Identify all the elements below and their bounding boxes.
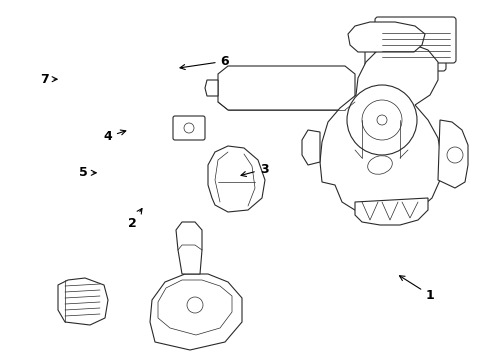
Polygon shape bbox=[207, 146, 264, 212]
Polygon shape bbox=[354, 198, 427, 225]
Polygon shape bbox=[58, 278, 108, 325]
Polygon shape bbox=[204, 80, 218, 96]
Circle shape bbox=[376, 115, 386, 125]
Text: 6: 6 bbox=[180, 55, 229, 69]
Text: 3: 3 bbox=[241, 163, 268, 176]
Text: 5: 5 bbox=[79, 166, 96, 179]
Circle shape bbox=[346, 85, 416, 155]
Circle shape bbox=[361, 100, 401, 140]
Polygon shape bbox=[150, 274, 242, 350]
Polygon shape bbox=[302, 130, 319, 165]
Text: 2: 2 bbox=[127, 208, 142, 230]
Polygon shape bbox=[218, 66, 354, 110]
Circle shape bbox=[186, 297, 203, 313]
Polygon shape bbox=[437, 120, 467, 188]
Circle shape bbox=[183, 123, 194, 133]
Text: 1: 1 bbox=[399, 276, 434, 302]
Polygon shape bbox=[158, 280, 231, 335]
Polygon shape bbox=[347, 22, 424, 52]
Text: 4: 4 bbox=[103, 130, 125, 143]
FancyBboxPatch shape bbox=[374, 17, 455, 63]
Text: 7: 7 bbox=[40, 73, 57, 86]
FancyBboxPatch shape bbox=[173, 116, 204, 140]
Polygon shape bbox=[319, 44, 441, 216]
Polygon shape bbox=[176, 222, 202, 274]
Polygon shape bbox=[354, 120, 407, 158]
Ellipse shape bbox=[367, 156, 391, 174]
FancyBboxPatch shape bbox=[364, 25, 445, 71]
Circle shape bbox=[446, 147, 462, 163]
